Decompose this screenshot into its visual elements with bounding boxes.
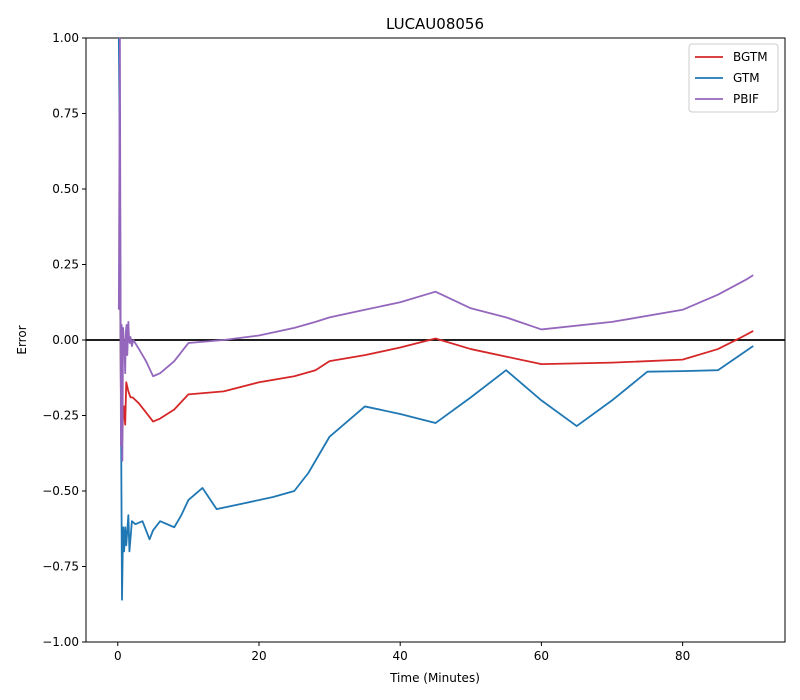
x-tick-label: 0 <box>114 649 122 663</box>
y-tick-label: 1.00 <box>52 31 79 45</box>
legend-label-gtm: GTM <box>733 71 760 85</box>
series-layer <box>117 38 754 601</box>
series-line-gtm <box>117 38 754 601</box>
x-tick-label: 20 <box>251 649 266 663</box>
y-tick-label: −0.50 <box>42 484 79 498</box>
y-tick-label: −0.25 <box>42 409 79 423</box>
series-line-pbif <box>117 38 754 462</box>
x-tick-label: 60 <box>534 649 549 663</box>
x-tick-label: 40 <box>393 649 408 663</box>
legend-frame <box>688 43 779 113</box>
x-tick-label: 80 <box>675 649 690 663</box>
y-tick-label: 0.00 <box>52 333 79 347</box>
legend: BGTM GTM PBIF <box>688 43 779 113</box>
y-tick-label: 0.50 <box>52 182 79 196</box>
x-axis-title: Time (Minutes) <box>389 671 480 685</box>
x-axis-ticks: 0 20 40 60 80 <box>114 642 690 663</box>
legend-label-pbif: PBIF <box>733 92 759 106</box>
y-tick-label: −0.75 <box>42 560 79 574</box>
chart-title: LUCAU08056 <box>386 15 484 33</box>
series-line-bgtm <box>118 249 754 447</box>
y-tick-label: 0.25 <box>52 258 79 272</box>
y-axis-ticks: −1.00 −0.75 −0.50 −0.25 0.00 0.25 0.50 0.75 1.00 <box>42 31 86 649</box>
y-tick-label: −1.00 <box>42 635 79 649</box>
y-tick-label: 0.75 <box>52 107 79 121</box>
y-axis-title: Error <box>15 325 29 354</box>
legend-label-bgtm: BGTM <box>733 50 768 64</box>
